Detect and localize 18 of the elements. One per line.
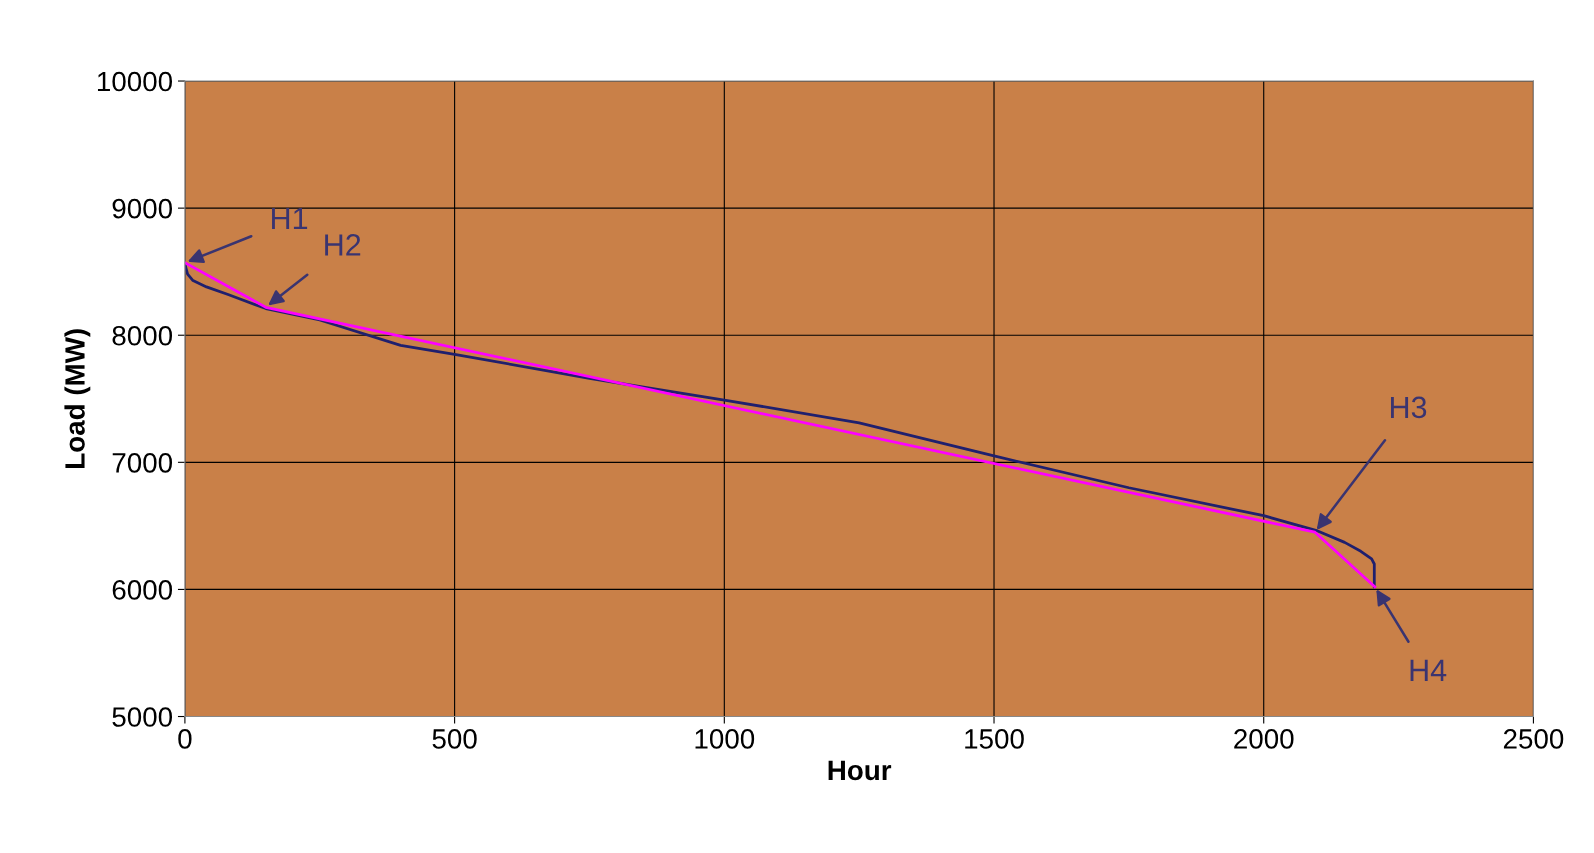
x-tick-label: 500 [432,729,477,749]
x-axis-title: Hour [828,760,892,781]
y-tick-label: 5000 [112,707,173,727]
y-tick-label: 8000 [112,325,173,346]
x-tick-label: 2500 [1503,729,1564,749]
annotation: H1 [272,208,308,230]
x-tick-label: 0 [178,729,192,749]
x-tick-label: 1000 [695,729,755,749]
annotation: H3 [1391,396,1427,419]
x-tick-label: 1500 [965,729,1024,749]
y-tick-label: 6000 [112,580,173,600]
annotation: H4 [1410,659,1447,681]
y-tick-label: 7000 [112,452,173,473]
y-tick-label: 9000 [112,198,173,219]
y-tick-label: 10000 [97,71,173,92]
y-axis-title: Load (MW) [64,329,91,468]
annotation: H2 [325,234,361,256]
x-tick-label: 2000 [1234,729,1294,749]
